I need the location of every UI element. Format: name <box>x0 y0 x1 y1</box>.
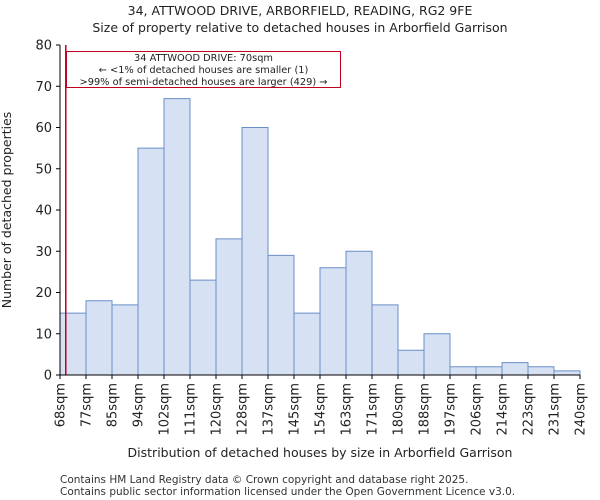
x-tick-label: 102sqm <box>158 383 173 436</box>
bar-120sqm <box>215 238 243 376</box>
x-tick-label: 214sqm <box>496 383 511 436</box>
annotation-line-1: 34 ATTWOOD DRIVE: 70sqm <box>134 53 273 64</box>
y-tick-label: 50 <box>35 162 52 177</box>
y-tick-label: 80 <box>35 39 52 54</box>
footer-line-2: Contains public sector information licen… <box>60 486 516 498</box>
bar-180sqm <box>397 349 425 376</box>
chart-title: 34, ATTWOOD DRIVE, ARBORFIELD, READING, … <box>127 3 473 18</box>
x-tick-label: 111sqm <box>184 383 199 436</box>
bar-68sqm <box>59 312 87 376</box>
x-tick-label: 128sqm <box>236 383 251 436</box>
y-tick-label: 0 <box>44 369 52 384</box>
bar-188sqm <box>423 333 451 376</box>
y-tick-label: 40 <box>35 204 52 219</box>
annotation-line-2: ← <1% of detached houses are smaller (1) <box>98 65 309 76</box>
y-tick-label: 20 <box>35 286 52 301</box>
bar-102sqm <box>163 98 191 376</box>
x-ticks-group: 68sqm 77sqm 85sqm 94sqm 102sqm 111sqm 120sqm 12… <box>54 375 589 436</box>
x-tick-label: 223sqm <box>522 383 537 436</box>
y-ticks-group: 0 10 20 30 40 50 60 70 80 <box>35 39 60 384</box>
bar-214sqm <box>501 362 529 376</box>
bar-128sqm <box>241 127 269 376</box>
x-tick-label: 85sqm <box>106 383 121 427</box>
y-tick-label: 30 <box>35 245 52 260</box>
x-tick-label: 188sqm <box>418 383 433 436</box>
x-tick-label: 77sqm <box>80 383 95 427</box>
bar-145sqm <box>293 312 321 376</box>
footer-line-1: Contains HM Land Registry data © Crown c… <box>60 474 469 486</box>
bar-85sqm <box>111 304 139 376</box>
bar-137sqm <box>267 254 295 376</box>
chart-subtitle: Size of property relative to detached ho… <box>92 20 508 35</box>
x-tick-label: 231sqm <box>548 383 563 436</box>
x-tick-label: 68sqm <box>54 383 69 427</box>
x-tick-label: 94sqm <box>132 383 147 427</box>
annotation-box: 34 ATTWOOD DRIVE: 70sqm ← <1% of detache… <box>66 51 341 88</box>
y-tick-label: 60 <box>35 121 52 136</box>
bar-111sqm <box>189 279 217 376</box>
bar-171sqm <box>371 304 399 376</box>
x-axis-label: Distribution of detached houses by size … <box>128 445 513 460</box>
bar-77sqm <box>85 300 113 376</box>
bar-223sqm <box>527 366 555 376</box>
bar-94sqm <box>137 147 165 376</box>
x-tick-label: 163sqm <box>340 383 355 436</box>
x-tick-label: 197sqm <box>444 383 459 436</box>
bar-197sqm <box>449 366 477 376</box>
x-tick-label: 206sqm <box>470 383 485 436</box>
annotation-line-3: >99% of semi-detached houses are larger … <box>79 77 328 88</box>
x-tick-label: 120sqm <box>210 383 225 436</box>
y-tick-label: 10 <box>35 327 52 342</box>
x-tick-label: 154sqm <box>314 383 329 436</box>
x-tick-label: 240sqm <box>574 383 589 436</box>
y-tick-label: 70 <box>35 80 52 95</box>
bar-231sqm <box>553 370 581 376</box>
x-tick-label: 180sqm <box>392 383 407 436</box>
bars-group <box>59 98 581 376</box>
bar-163sqm <box>345 250 373 376</box>
bar-154sqm <box>319 267 347 376</box>
x-tick-label: 171sqm <box>366 383 381 436</box>
x-tick-label: 137sqm <box>262 383 277 436</box>
y-axis-label: Number of detached properties <box>0 112 14 309</box>
x-tick-label: 145sqm <box>288 383 303 436</box>
bar-206sqm <box>475 366 503 376</box>
